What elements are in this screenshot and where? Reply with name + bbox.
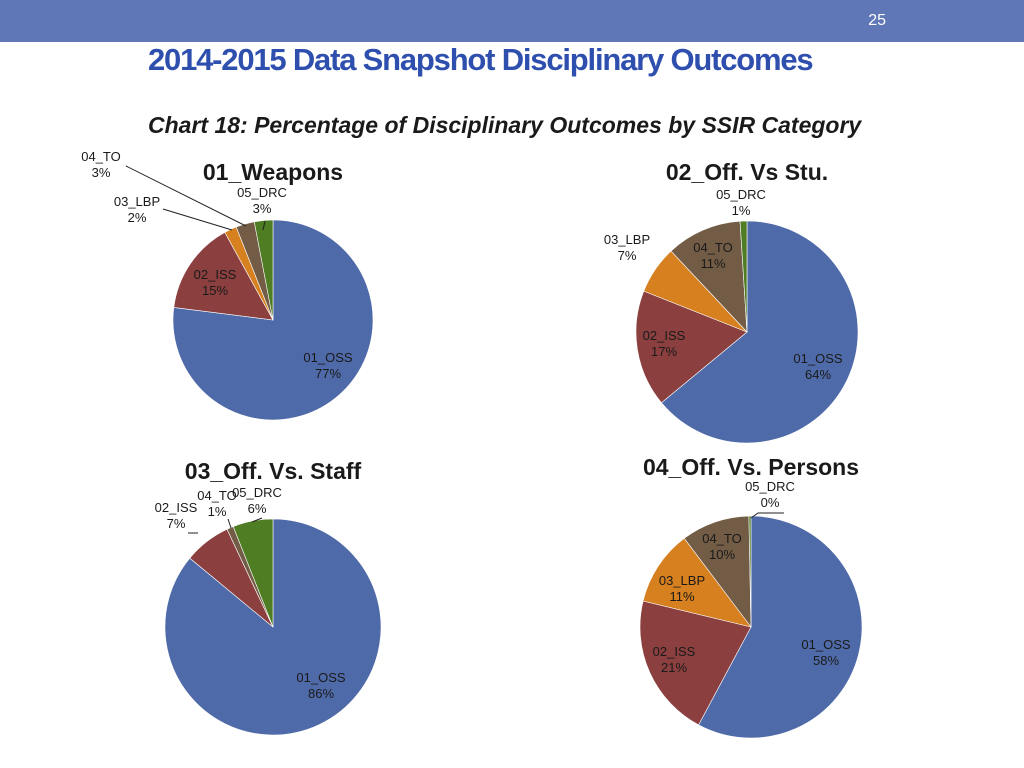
pie-slice-04-off-vs-persons-03-lbp bbox=[642, 537, 752, 628]
data-label-01-weapons-02-iss: 02_ISS 15% bbox=[194, 267, 237, 298]
pie-slice-02-off-vs-stu-04-to bbox=[670, 220, 748, 333]
page-title: 2014-2015 Data Snapshot Disciplinary Out… bbox=[148, 42, 814, 77]
leader-line-03-off-vs-staff-05-drc bbox=[251, 517, 263, 523]
data-label-03-off-vs-staff-05-drc: 05_DRC 6% bbox=[232, 485, 282, 516]
data-label-01-weapons-03-lbp: 03_LBP 2% bbox=[114, 194, 160, 225]
data-label-04-off-vs-persons-04-to: 04_TO 10% bbox=[702, 531, 742, 562]
data-label-04-off-vs-persons-03-lbp: 03_LBP 11% bbox=[659, 573, 705, 604]
data-label-04-off-vs-persons-05-drc: 05_DRC 0% bbox=[745, 479, 795, 510]
data-label-02-off-vs-stu-01-oss: 01_OSS 64% bbox=[793, 351, 842, 382]
data-label-04-off-vs-persons-01-oss: 01_OSS 58% bbox=[801, 637, 850, 668]
data-label-03-off-vs-staff-02-iss: 02_ISS 7% bbox=[155, 500, 198, 531]
top-bar: 25 bbox=[0, 0, 1024, 42]
pie-slice-02-off-vs-stu-05-drc bbox=[739, 220, 748, 333]
pie-title-02-off-vs-stu: 02_Off. Vs Stu. bbox=[666, 159, 828, 185]
data-label-03-off-vs-staff-04-to: 04_TO 1% bbox=[197, 488, 237, 519]
data-label-01-weapons-04-to: 04_TO 3% bbox=[81, 149, 121, 180]
data-label-02-off-vs-stu-05-drc: 05_DRC 1% bbox=[716, 187, 766, 218]
leader-line-04-off-vs-persons-05-drc bbox=[750, 512, 784, 519]
pie-slice-01-weapons-02-iss bbox=[173, 231, 274, 321]
pie-title-01-weapons: 01_Weapons bbox=[203, 159, 343, 185]
data-label-03-off-vs-staff-01-oss: 01_OSS 86% bbox=[296, 670, 345, 701]
pie-slice-04-off-vs-persons-05-drc bbox=[748, 515, 752, 628]
leader-line-01-weapons-03-lbp bbox=[162, 208, 233, 231]
data-label-02-off-vs-stu-02-iss: 02_ISS 17% bbox=[643, 328, 686, 359]
pie-slice-04-off-vs-persons-02-iss bbox=[639, 600, 752, 726]
pie-title-03-off-vs-staff: 03_Off. Vs. Staff bbox=[185, 458, 362, 484]
data-label-02-off-vs-stu-04-to: 04_TO 11% bbox=[693, 240, 733, 271]
pie-slice-04-off-vs-persons-01-oss bbox=[698, 515, 863, 739]
pie-slice-01-weapons-05-drc bbox=[253, 219, 274, 321]
data-label-02-off-vs-stu-03-lbp: 03_LBP 7% bbox=[604, 232, 650, 263]
page-number: 25 bbox=[868, 12, 886, 29]
data-label-01-weapons-05-drc: 05_DRC 3% bbox=[237, 185, 287, 216]
leader-line-03-off-vs-staff-04-to bbox=[227, 518, 232, 529]
leader-line-01-weapons-05-drc bbox=[262, 220, 266, 231]
data-label-04-off-vs-persons-02-iss: 02_ISS 21% bbox=[653, 644, 696, 675]
pie-slice-02-off-vs-stu-01-oss bbox=[661, 220, 859, 444]
chart-subtitle: Chart 18: Percentage of Disciplinary Out… bbox=[148, 112, 862, 138]
data-label-01-weapons-01-oss: 01_OSS 77% bbox=[303, 350, 352, 381]
pie-slice-02-off-vs-stu-02-iss bbox=[635, 290, 748, 404]
pie-slice-03-off-vs-staff-05-drc bbox=[232, 518, 274, 628]
leader-line-01-weapons-04-to bbox=[125, 165, 247, 227]
pie-title-04-off-vs-persons: 04_Off. Vs. Persons bbox=[643, 454, 859, 480]
